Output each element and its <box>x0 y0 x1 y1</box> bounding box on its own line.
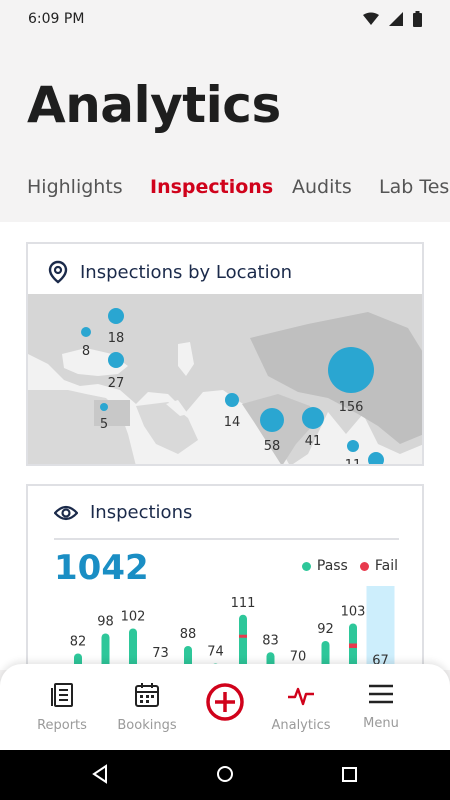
hamburger-menu-icon <box>369 684 393 704</box>
page-title: Analytics <box>27 76 281 134</box>
map-marker-bubble[interactable] <box>328 347 374 393</box>
battery-icon <box>413 11 422 27</box>
bar-value-label: 111 <box>231 596 256 611</box>
nav-reports[interactable]: Reports <box>22 682 102 733</box>
nav-analytics-label: Analytics <box>271 718 331 733</box>
bar-value-label: 88 <box>180 627 197 642</box>
nav-bookings[interactable]: Bookings <box>107 682 187 733</box>
bottom-nav: Reports Bookings Analytics Menu <box>0 664 450 750</box>
map-marker-bubble[interactable] <box>81 327 91 337</box>
map-card-header: Inspections by Location <box>48 260 292 284</box>
map-marker-label: 5 <box>100 417 108 432</box>
bar-value-label: 83 <box>262 633 279 648</box>
map-marker-label: 58 <box>264 439 281 454</box>
map-marker-label: 14 <box>224 415 241 430</box>
pass-bar[interactable] <box>129 628 137 671</box>
pass-bar[interactable] <box>321 641 330 670</box>
tab-highlights[interactable]: Highlights <box>27 176 123 198</box>
map-marker-label: 11 <box>345 458 362 466</box>
map-marker-bubble[interactable] <box>108 308 124 324</box>
reports-icon <box>51 683 73 707</box>
nav-menu-label: Menu <box>363 716 399 731</box>
eye-icon <box>54 505 78 520</box>
system-nav-icons <box>92 764 357 784</box>
chart-legend: Pass Fail <box>301 558 398 574</box>
inspections-by-location-card[interactable]: Inspections by Location 18 8 27 5 1 <box>26 242 424 466</box>
cell-signal-icon <box>389 12 403 26</box>
status-time: 6:09 PM <box>28 11 85 27</box>
map-marker-bubble[interactable] <box>347 440 359 452</box>
bar-value-label: 74 <box>207 645 224 660</box>
inspections-total: 1042 <box>54 548 149 588</box>
fail-dot-icon <box>359 561 369 571</box>
map-marker-label: 18 <box>108 331 125 346</box>
inspections-card[interactable]: Inspections 1042 Pass Fail 82 98 102 73 88 74… <box>26 484 424 670</box>
location-pin-icon <box>48 260 68 284</box>
map-marker-label: 41 <box>305 434 322 449</box>
add-circle-icon <box>206 683 244 721</box>
pass-bar[interactable] <box>239 614 247 670</box>
tab-inspections[interactable]: Inspections <box>150 176 274 198</box>
nav-bookings-label: Bookings <box>117 718 177 733</box>
tab-lab-tests[interactable]: Lab Tes <box>379 176 450 198</box>
map-marker-bubble[interactable] <box>225 393 239 407</box>
map-marker-label: 8 <box>82 344 90 359</box>
nav-reports-label: Reports <box>37 718 87 733</box>
status-icons <box>363 11 422 27</box>
location-map[interactable]: 18 8 27 5 14 58 41 156 11 <box>28 294 424 466</box>
bar-value-label: 103 <box>341 605 366 620</box>
bar-value-label: 92 <box>317 622 334 637</box>
map-marker-label: 156 <box>339 400 364 415</box>
map-marker-bubble[interactable] <box>108 352 124 368</box>
pass-dot-icon <box>301 561 311 571</box>
fail-bar[interactable] <box>239 634 247 638</box>
home-icon[interactable] <box>217 766 233 782</box>
map-marker-label: 27 <box>108 376 125 391</box>
nav-menu[interactable]: Menu <box>341 682 421 731</box>
map-marker-bubble[interactable] <box>260 408 284 432</box>
tab-bar: Highlights Inspections Audits Lab Tes <box>0 176 450 206</box>
status-bar: 6:09 PM <box>0 0 450 38</box>
map-marker-bubble[interactable] <box>302 407 324 429</box>
pulse-icon <box>288 687 314 706</box>
fail-bar[interactable] <box>349 643 357 649</box>
map-card-title: Inspections by Location <box>80 261 293 283</box>
legend-pass-label: Pass <box>316 558 348 574</box>
tab-audits[interactable]: Audits <box>292 176 352 198</box>
chart-card-title: Inspections <box>90 502 193 523</box>
back-icon[interactable] <box>92 764 107 784</box>
map-sea-caspian <box>178 342 194 376</box>
calendar-icon <box>135 683 159 707</box>
bar-value-label: 102 <box>121 610 146 625</box>
map-marker-bubble[interactable] <box>368 452 384 466</box>
legend-pass: Pass <box>301 558 348 574</box>
map-sea-gulf <box>166 400 188 416</box>
content-area[interactable]: Inspections by Location 18 8 27 5 1 <box>0 222 450 670</box>
nav-analytics[interactable]: Analytics <box>261 682 341 733</box>
wifi-icon <box>363 12 379 25</box>
map-marker-bubble[interactable] <box>100 403 108 411</box>
nav-add-button[interactable] <box>185 682 265 726</box>
chart-card-header: Inspections <box>54 502 192 523</box>
legend-fail: Fail <box>359 558 398 574</box>
selected-bar-highlight <box>366 586 395 670</box>
bar-value-label: 70 <box>290 650 307 665</box>
pass-bar[interactable] <box>101 633 110 671</box>
system-nav-bar <box>0 750 450 800</box>
recents-icon[interactable] <box>342 767 357 782</box>
legend-fail-label: Fail <box>374 558 398 574</box>
bar-value-label: 98 <box>97 615 114 630</box>
bar-value-label: 73 <box>152 646 169 661</box>
card-divider <box>54 538 399 540</box>
bar-value-label: 82 <box>70 635 87 650</box>
